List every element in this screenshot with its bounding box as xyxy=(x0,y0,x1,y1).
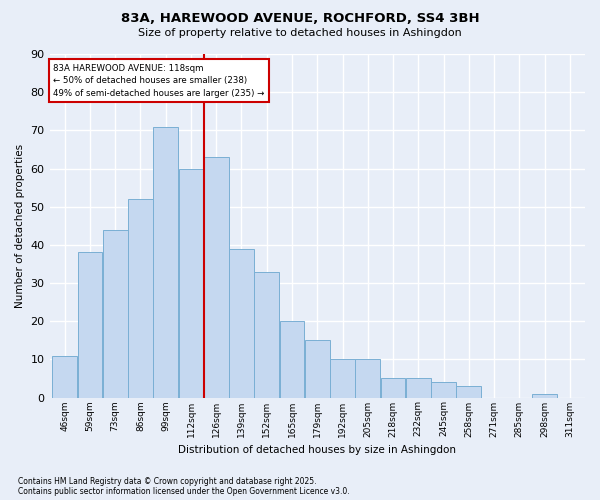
Bar xyxy=(204,157,229,398)
Bar xyxy=(52,356,77,398)
Text: Contains HM Land Registry data © Crown copyright and database right 2025.: Contains HM Land Registry data © Crown c… xyxy=(18,477,317,486)
Bar xyxy=(457,386,481,398)
Text: Size of property relative to detached houses in Ashingdon: Size of property relative to detached ho… xyxy=(138,28,462,38)
Bar xyxy=(154,126,178,398)
Bar xyxy=(254,272,279,398)
Bar xyxy=(532,394,557,398)
Text: 83A, HAREWOOD AVENUE, ROCHFORD, SS4 3BH: 83A, HAREWOOD AVENUE, ROCHFORD, SS4 3BH xyxy=(121,12,479,26)
Bar xyxy=(77,252,103,398)
Bar xyxy=(280,321,304,398)
Bar xyxy=(103,230,128,398)
Y-axis label: Number of detached properties: Number of detached properties xyxy=(15,144,25,308)
Bar xyxy=(330,360,355,398)
Bar xyxy=(128,199,153,398)
Bar xyxy=(179,168,203,398)
Bar xyxy=(305,340,329,398)
Bar xyxy=(229,248,254,398)
Bar xyxy=(355,360,380,398)
Bar xyxy=(406,378,431,398)
X-axis label: Distribution of detached houses by size in Ashingdon: Distribution of detached houses by size … xyxy=(178,445,456,455)
Text: 83A HAREWOOD AVENUE: 118sqm
← 50% of detached houses are smaller (238)
49% of se: 83A HAREWOOD AVENUE: 118sqm ← 50% of det… xyxy=(53,64,265,98)
Bar xyxy=(431,382,456,398)
Bar xyxy=(380,378,406,398)
Text: Contains public sector information licensed under the Open Government Licence v3: Contains public sector information licen… xyxy=(18,487,350,496)
